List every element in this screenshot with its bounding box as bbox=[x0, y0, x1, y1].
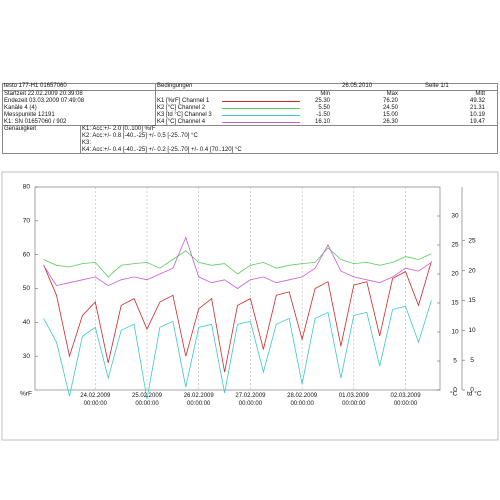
column-head: Max bbox=[386, 91, 398, 97]
rule bbox=[2, 83, 498, 84]
channel-stat: 26.30 bbox=[382, 119, 398, 125]
rule bbox=[2, 90, 498, 91]
y2-tick-label: 30 bbox=[451, 213, 459, 220]
channel-stat: 5.50 bbox=[318, 105, 330, 111]
y-tick-label: 50 bbox=[23, 285, 31, 292]
rule bbox=[2, 83, 3, 153]
accuracy-title: Genauigkeit bbox=[4, 126, 37, 132]
legend-swatch bbox=[222, 115, 300, 116]
y3-tick-label: 20 bbox=[468, 267, 476, 274]
y2-tick-label: 10 bbox=[451, 329, 459, 336]
channel-stat: -1.50 bbox=[316, 112, 330, 118]
page-number: Seite 1/1 bbox=[425, 83, 449, 89]
info: Endezeit 03.03.2009 07:49:08 bbox=[4, 98, 85, 104]
info: Messpunkte 12191 bbox=[4, 112, 55, 118]
accuracy: K4: Acc:+/- 0.4 [-40..-25] +/- 0.2 [-25.… bbox=[82, 147, 242, 153]
channel-stat: 24.50 bbox=[382, 105, 398, 111]
channel-stat: 10.19 bbox=[469, 112, 485, 118]
y2-tick-label: 5 bbox=[453, 358, 457, 365]
series-line bbox=[43, 236, 432, 289]
x-tick-label: 28.02.2009 00:00:00 bbox=[287, 393, 318, 407]
x-tick-label: 01.03.2009 00:00:00 bbox=[338, 393, 369, 407]
channel-name: K1 [%rF] Channel 1 bbox=[157, 98, 210, 104]
column-head: Mitt bbox=[475, 91, 485, 97]
y2-tick-label: 20 bbox=[451, 271, 459, 278]
y3-tick-label: 10 bbox=[468, 327, 476, 334]
rule bbox=[2, 125, 498, 126]
y2-axis-unit: °C bbox=[450, 390, 458, 398]
y3-tick-label: 5 bbox=[470, 357, 474, 364]
x-tick-label: 02.03.2009 00:00:00 bbox=[390, 393, 421, 407]
y-axis-unit: %rF bbox=[20, 391, 32, 398]
channel-name: K4 [°C] Channel 4 bbox=[157, 119, 206, 125]
series-line bbox=[43, 247, 432, 278]
accuracy: K1: Acc:+/- 2.0 [0..100] %rF bbox=[82, 126, 156, 132]
x-tick-label: 25.02.2009 00:00:00 bbox=[132, 393, 163, 407]
legend-swatch bbox=[222, 108, 300, 109]
accuracy: K2: Acc:+/- 0.8 [-40..-25] +/- 0.5 [-25.… bbox=[82, 133, 198, 139]
channel-stat: 16.10 bbox=[314, 119, 330, 125]
y3-tick-label: 15 bbox=[468, 297, 476, 304]
legend-swatch bbox=[222, 122, 300, 123]
y-tick-label: 70 bbox=[23, 218, 31, 225]
rule bbox=[2, 153, 498, 154]
column-head: Min bbox=[320, 91, 330, 97]
x-tick-label: 27.02.2009 00:00:00 bbox=[235, 393, 266, 407]
x-tick-label: 26.02.2009 00:00:00 bbox=[183, 393, 214, 407]
info: Startzeit 22.02.2009 20:39:08 bbox=[4, 91, 83, 97]
device: testo 177-H1 01657060 bbox=[4, 83, 67, 89]
series-line bbox=[43, 300, 432, 400]
y3-tick-label: 0 bbox=[470, 387, 474, 394]
rule bbox=[497, 83, 498, 153]
channel-name: K2 [°C] Channel 2 bbox=[157, 105, 206, 111]
channel-stat: 49.32 bbox=[469, 98, 485, 104]
y2-tick-label: 15 bbox=[451, 300, 459, 307]
y-tick-label: 80 bbox=[23, 184, 31, 191]
channel-stat: 19.47 bbox=[469, 119, 485, 125]
info: Kanäle 4 (4) bbox=[4, 105, 37, 111]
channel-stat: 21.31 bbox=[469, 105, 485, 111]
channel-stat: 25.30 bbox=[314, 98, 330, 104]
chart-frame bbox=[1, 171, 499, 441]
y2-tick-label: 25 bbox=[451, 242, 459, 249]
series-line bbox=[43, 261, 432, 373]
conditions: Bedingungen bbox=[157, 83, 193, 89]
accuracy: K3: bbox=[82, 140, 92, 146]
channel-stat: 76.20 bbox=[382, 98, 398, 104]
legend-swatch bbox=[222, 101, 300, 102]
info: K1: SN 01657060 / 902 bbox=[4, 119, 67, 125]
rule bbox=[80, 125, 81, 153]
y3-tick-label: 25 bbox=[468, 237, 476, 244]
channel-stat: 15.00 bbox=[382, 112, 398, 118]
date: 26.05.2010 bbox=[342, 83, 373, 89]
y2-tick-label: 0 bbox=[453, 387, 457, 394]
rule bbox=[155, 83, 156, 125]
y3-axis-unit: td °C bbox=[467, 390, 482, 398]
y-tick-label: 30 bbox=[23, 353, 31, 360]
x-tick-label: 24.02.2009 00:00:00 bbox=[80, 393, 111, 407]
channel-name: K3 [td °C] Channel 3 bbox=[157, 112, 212, 118]
y-tick-label: 40 bbox=[23, 319, 31, 326]
y-tick-label: 60 bbox=[23, 251, 31, 258]
